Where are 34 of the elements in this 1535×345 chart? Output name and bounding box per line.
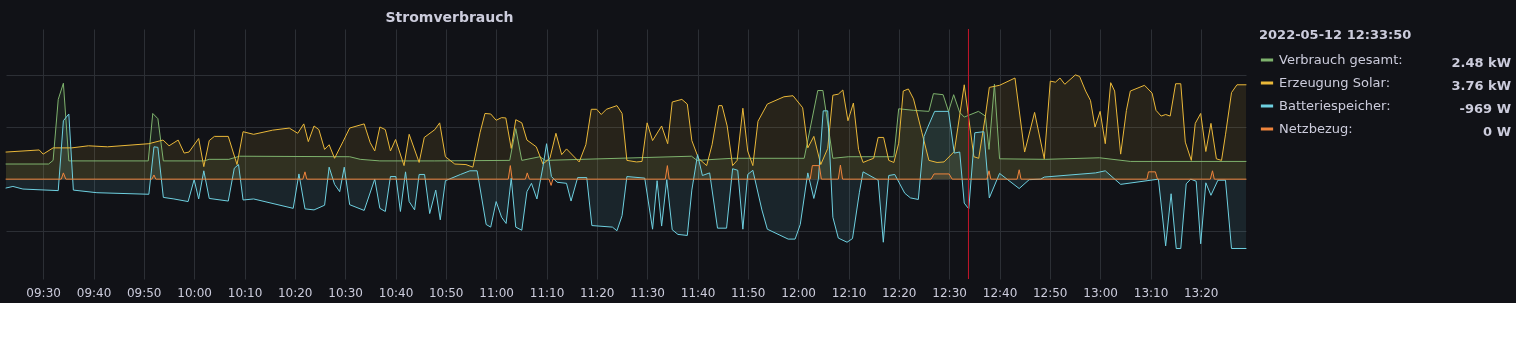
legend-title: 2022-05-12 12:33:50	[1259, 27, 1412, 42]
chart-title: Stromverbrauch	[385, 8, 514, 25]
x-tick-label: 10:20	[277, 285, 313, 300]
x-tick-label: 13:20	[1183, 285, 1219, 300]
text: 3.76 kW	[1451, 78, 1511, 93]
x-tick-label: 10:00	[177, 285, 212, 300]
legend-label: Erzeugung Solar:	[1279, 75, 1391, 90]
x-tick-label: 11:10	[529, 285, 565, 300]
x-tick-label: 12:40	[982, 285, 1018, 300]
x-tick-label: 10:40	[378, 285, 414, 300]
legend-label: Netzbezug:	[1279, 121, 1353, 136]
x-tick-label: 09:40	[76, 285, 112, 300]
legend-label: Verbrauch gesamt:	[1279, 52, 1403, 67]
x-tick-label: 12:10	[831, 285, 867, 300]
x-tick-label: 12:50	[1032, 285, 1068, 300]
x-tick-label: 13:00	[1083, 285, 1118, 300]
x-tick-label: 09:50	[126, 285, 162, 300]
text: -969 W	[1459, 101, 1511, 116]
x-tick-label: 12:00	[781, 285, 816, 300]
x-tick-label: 11:50	[730, 285, 766, 300]
x-tick-label: 13:10	[1133, 285, 1169, 300]
text: 0 W	[1483, 124, 1511, 139]
x-tick-label: 11:00	[479, 285, 514, 300]
legend-label: Batteriespeicher:	[1279, 98, 1391, 113]
text: 2.48 kW	[1451, 55, 1511, 70]
x-tick-label: 12:20	[881, 285, 917, 300]
x-tick-label: 10:50	[428, 285, 464, 300]
x-tick-label: 11:40	[680, 285, 716, 300]
x-tick-label: 10:10	[227, 285, 263, 300]
x-tick-label: 10:30	[328, 285, 363, 300]
x-tick-label: 12:30	[932, 285, 967, 300]
x-tick-label: 11:20	[579, 285, 615, 300]
x-tick-label: 09:30	[26, 285, 61, 300]
x-tick-label: 11:30	[630, 285, 665, 300]
